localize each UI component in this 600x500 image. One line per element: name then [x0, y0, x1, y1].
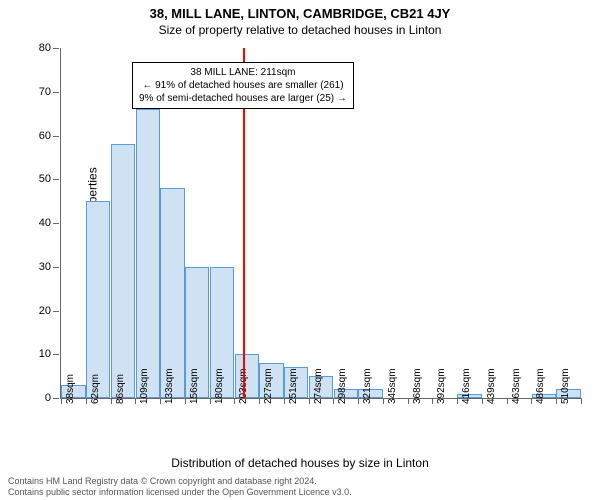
x-tick — [259, 398, 260, 404]
x-tick-label: 510sqm — [560, 368, 571, 404]
y-tick-label: 40 — [39, 217, 61, 229]
x-tick-label: 86sqm — [115, 374, 126, 404]
x-tick — [383, 398, 384, 404]
attribution-footer: Contains HM Land Registry data © Crown c… — [8, 476, 352, 498]
x-tick — [432, 398, 433, 404]
x-tick-label: 368sqm — [412, 368, 423, 404]
chart-container: 38, MILL LANE, LINTON, CAMBRIDGE, CB21 4… — [0, 0, 600, 500]
x-tick — [581, 398, 582, 404]
y-tick-label: 10 — [39, 348, 61, 360]
x-tick-label: 156sqm — [189, 368, 200, 404]
x-tick — [309, 398, 310, 404]
x-tick — [507, 398, 508, 404]
annotation-line: 38 MILL LANE: 211sqm — [139, 66, 347, 79]
x-tick-label: 109sqm — [139, 368, 150, 404]
x-tick-label: 463sqm — [511, 368, 522, 404]
x-tick — [284, 398, 285, 404]
y-tick-label: 30 — [39, 261, 61, 273]
x-tick-label: 416sqm — [461, 368, 472, 404]
y-tick-label: 50 — [39, 173, 61, 185]
x-tick — [135, 398, 136, 404]
x-tick-label: 38sqm — [65, 374, 76, 404]
chart-subtitle: Size of property relative to detached ho… — [0, 21, 600, 37]
x-tick-label: 62sqm — [90, 374, 101, 404]
histogram-bar — [136, 109, 160, 398]
x-tick-label: 298sqm — [337, 368, 348, 404]
x-tick-label: 227sqm — [263, 368, 274, 404]
annotation-line: ← 91% of detached houses are smaller (26… — [139, 79, 347, 92]
annotation-box: 38 MILL LANE: 211sqm← 91% of detached ho… — [132, 62, 354, 109]
x-tick-label: 392sqm — [436, 368, 447, 404]
x-tick-label: 251sqm — [288, 368, 299, 404]
footer-line-1: Contains HM Land Registry data © Crown c… — [8, 476, 352, 487]
histogram-bar — [86, 201, 110, 398]
x-tick — [86, 398, 87, 404]
y-tick-label: 60 — [39, 130, 61, 142]
x-tick — [482, 398, 483, 404]
chart-title: 38, MILL LANE, LINTON, CAMBRIDGE, CB21 4… — [0, 0, 600, 21]
x-tick-label: 321sqm — [362, 368, 373, 404]
x-tick — [185, 398, 186, 404]
x-axis-label: Distribution of detached houses by size … — [0, 456, 600, 470]
histogram-bar — [160, 188, 184, 398]
x-tick — [333, 398, 334, 404]
x-tick — [358, 398, 359, 404]
x-tick — [61, 398, 62, 404]
x-tick — [457, 398, 458, 404]
x-tick — [234, 398, 235, 404]
x-tick-label: 486sqm — [535, 368, 546, 404]
x-tick-label: 345sqm — [387, 368, 398, 404]
y-tick-label: 70 — [39, 86, 61, 98]
y-tick-label: 80 — [39, 42, 61, 54]
plot-area: 0102030405060708038sqm62sqm86sqm109sqm13… — [60, 48, 581, 399]
x-tick-label: 133sqm — [164, 368, 175, 404]
footer-line-2: Contains public sector information licen… — [8, 487, 352, 498]
x-tick-label: 180sqm — [214, 368, 225, 404]
x-tick — [556, 398, 557, 404]
annotation-line: 9% of semi-detached houses are larger (2… — [139, 92, 347, 105]
x-tick — [408, 398, 409, 404]
y-tick-label: 0 — [45, 392, 61, 404]
x-tick — [210, 398, 211, 404]
x-tick-label: 274sqm — [313, 368, 324, 404]
x-tick — [160, 398, 161, 404]
x-tick — [111, 398, 112, 404]
histogram-bar — [111, 144, 135, 398]
x-tick-label: 439sqm — [486, 368, 497, 404]
x-tick — [531, 398, 532, 404]
y-tick-label: 20 — [39, 305, 61, 317]
